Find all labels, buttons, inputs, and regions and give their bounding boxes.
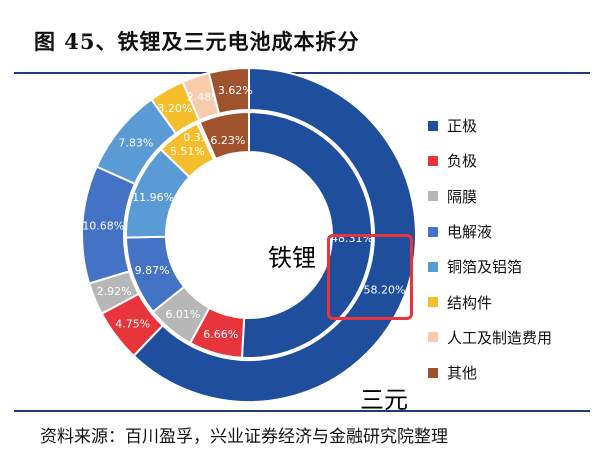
legend-item: 铜箔及铝箔 [428, 249, 552, 284]
legend-swatch [428, 261, 438, 272]
outer-slice-label-3: 10.68% [82, 220, 124, 233]
legend-swatch [428, 191, 438, 202]
legend-item: 隔膜 [428, 179, 552, 214]
outer-slice-label-4: 7.83% [118, 137, 153, 150]
legend: 正极负极隔膜电解液铜箔及铝箔结构件人工及制造费用 其他 [428, 108, 552, 390]
legend-item: 正极 [428, 108, 552, 143]
inner-slice-0 [240, 110, 373, 359]
inner-slice-label-7: 6.23% [210, 134, 245, 147]
inner-slice-7 [198, 110, 250, 161]
source-divider [14, 410, 590, 412]
legend-item: 其他 [428, 355, 552, 390]
legend-label: 负极 [447, 152, 478, 171]
legend-label: 结构件 [447, 293, 493, 312]
outer-slice-label-6: 2.48% [187, 91, 222, 104]
legend-item: 人工及制造费用 [428, 320, 552, 355]
inner-slice-label-4: 11.96% [132, 191, 174, 204]
legend-label: 铜箔及铝箔 [447, 258, 523, 277]
legend-label: 其他 [447, 364, 478, 383]
legend-swatch [428, 226, 438, 237]
legend-swatch [428, 297, 438, 308]
outer-slice-7 [207, 66, 250, 115]
inner-slice-label-5: 5.51% [170, 145, 205, 158]
inner-slice-label-1: 6.66% [203, 328, 238, 341]
inner-slice-label-2: 6.01% [165, 308, 200, 321]
inner-ring-name: 铁锂 [268, 244, 316, 272]
legend-label: 电解液 [447, 223, 493, 242]
legend-item: 结构件 [428, 284, 552, 319]
legend-swatch [428, 367, 438, 378]
legend-label: 正极 [447, 117, 478, 136]
outer-ring-name: 三元 [360, 386, 408, 414]
legend-label: 隔膜 [447, 187, 478, 206]
inner-slice-label-3: 9.87% [135, 264, 170, 277]
legend-swatch [428, 120, 438, 131]
chart-title: 图 45、铁锂及三元电池成本拆分 [34, 29, 360, 54]
legend-swatch [428, 332, 438, 343]
legend-label: 人工及制造费用 [447, 328, 553, 347]
outer-slice-label-0: 58.20% [364, 283, 406, 296]
legend-item: 电解液 [428, 214, 552, 249]
source-note: 资料来源：百川盈孚，兴业证券经济与金融研究院整理 [40, 427, 448, 447]
outer-slice-label-7: 3.62% [218, 84, 253, 97]
legend-item: 负极 [428, 143, 552, 178]
legend-swatch [428, 155, 438, 166]
outer-slice-label-1: 4.75% [115, 317, 150, 330]
outer-slice-label-2: 2.92% [97, 285, 132, 298]
title-divider [14, 72, 590, 74]
highlight-box [327, 234, 413, 320]
outer-slice-label-5: 3.20% [157, 102, 192, 115]
